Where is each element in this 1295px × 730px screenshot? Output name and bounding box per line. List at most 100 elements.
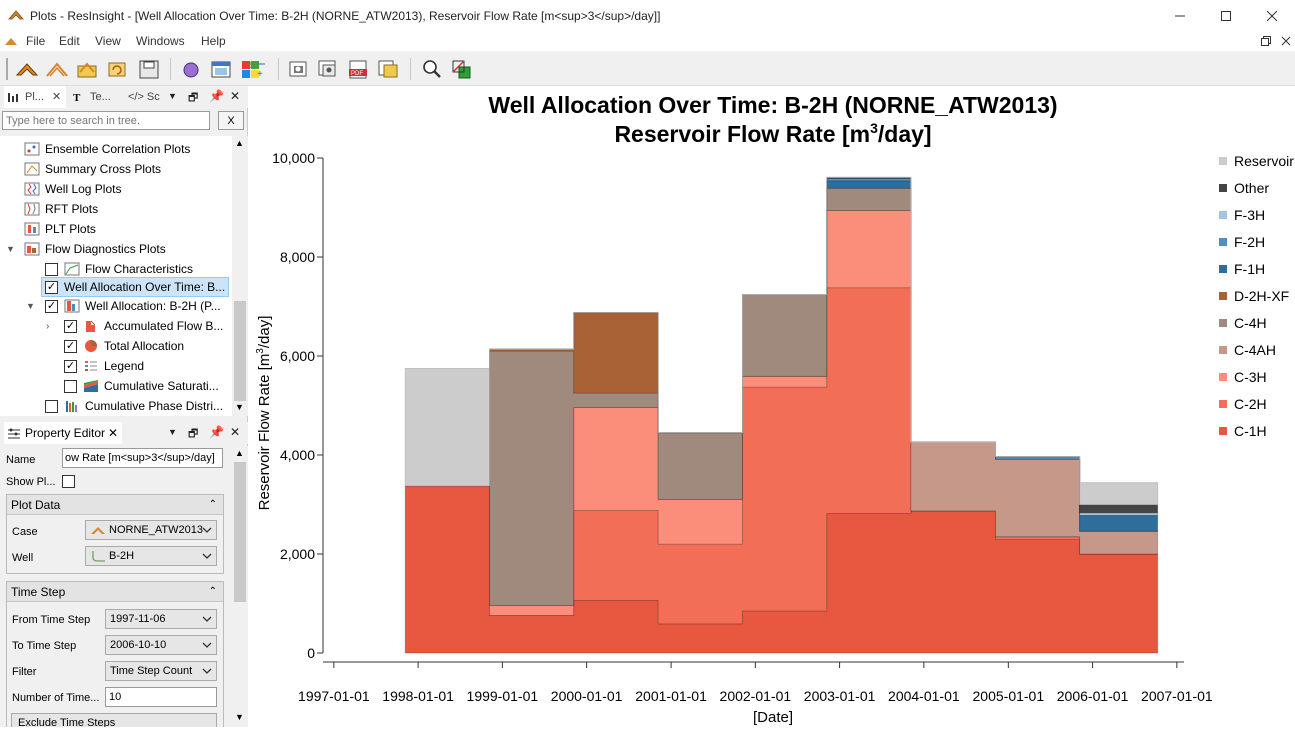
- well-allocation-over-time-checkbox[interactable]: ✓: [45, 280, 58, 294]
- dock-menu-icon[interactable]: ▼: [168, 91, 177, 101]
- tree-item-summary-cross-plots[interactable]: Summary Cross Plots: [24, 159, 161, 179]
- close-tab-icon[interactable]: ✕: [52, 91, 62, 103]
- expand-chevron-down-icon[interactable]: ▼: [6, 244, 15, 254]
- filter-select[interactable]: Time Step Count: [105, 661, 217, 681]
- tab-script-tree[interactable]: </> Sc: [128, 91, 160, 103]
- close-icon: [1267, 11, 1277, 21]
- mdi-restore-icon[interactable]: [1261, 36, 1271, 46]
- tree-item-flow-diagnostics-plots[interactable]: ▼ Flow Diagnostics Plots: [6, 242, 166, 256]
- expand-chevron-down-icon[interactable]: ▼: [26, 301, 35, 311]
- 3d-view-button[interactable]: [178, 56, 204, 82]
- scroll-up-icon[interactable]: ▲: [235, 448, 244, 458]
- number-of-time-steps-input[interactable]: [105, 687, 217, 707]
- mdi-close-icon[interactable]: [1281, 36, 1291, 46]
- time-step-group-header[interactable]: Time Step ⌃: [7, 582, 223, 602]
- export-pdf-button[interactable]: PDF: [345, 56, 371, 82]
- tree-item-legend[interactable]: ✓ Legend: [64, 359, 145, 373]
- scroll-down-icon[interactable]: ▼: [235, 712, 244, 722]
- project-tree-dock-header: Pl... ✕ T Te... </> Sc ▼ 🗗 📌 ✕: [0, 86, 248, 108]
- show-plot-checkbox[interactable]: [62, 475, 75, 488]
- zoom-all-button[interactable]: [419, 56, 445, 82]
- cumulative-phase-checkbox[interactable]: [45, 399, 58, 413]
- expand-chevron-right-icon[interactable]: ›: [46, 320, 50, 332]
- tree-scroll-thumb[interactable]: [234, 301, 246, 401]
- grid-toggle-button[interactable]: [449, 56, 475, 82]
- dock-menu-icon[interactable]: ▼: [168, 427, 177, 437]
- snapshot-all-button[interactable]: [315, 56, 341, 82]
- menu-file[interactable]: File: [26, 34, 46, 48]
- y-tick-label: 2,000: [280, 546, 315, 562]
- legend-swatch: [1219, 211, 1227, 219]
- tree-item-well-log-plots[interactable]: Well Log Plots: [24, 179, 121, 199]
- menu-edit[interactable]: Edit: [59, 34, 80, 48]
- tab-plot-project-tree[interactable]: Pl... ✕: [4, 86, 66, 108]
- tree-item-flow-characteristics[interactable]: Flow Characteristics: [45, 259, 193, 279]
- case-select[interactable]: NORNE_ATW2013: [85, 520, 217, 540]
- dock-float-icon[interactable]: 🗗: [188, 92, 199, 104]
- dock-close-icon[interactable]: ✕: [230, 89, 241, 103]
- collapse-chevron-icon[interactable]: ⌃: [208, 586, 217, 597]
- tree-item-total-allocation[interactable]: ✓ Total Allocation: [64, 339, 185, 353]
- calculator-button[interactable]: % +: [244, 56, 270, 82]
- from-time-step-select[interactable]: 1997-11-06: [105, 609, 217, 629]
- snapshot-button[interactable]: [285, 56, 311, 82]
- flow-characteristics-checkbox[interactable]: [45, 262, 58, 276]
- legend-checkbox[interactable]: ✓: [64, 359, 77, 373]
- close-window-button[interactable]: [1249, 0, 1295, 32]
- tree-item-ensemble-correlation-plots[interactable]: Ensemble Correlation Plots: [24, 139, 190, 159]
- close-tab-icon[interactable]: ✕: [108, 426, 119, 440]
- total-allocation-checkbox[interactable]: ✓: [64, 339, 77, 353]
- tree-item-accumulated-flow[interactable]: › ✓ Accumulated Flow B...: [46, 319, 224, 333]
- chart-axes: 0 2,000 4,000 6,000 8,000 10,000 1997-01-01 199…: [272, 150, 1213, 704]
- property-scroll-thumb[interactable]: [234, 462, 246, 602]
- tree-item-cumulative-saturation[interactable]: Cumulative Saturati...: [64, 376, 219, 396]
- tree-item-well-allocation[interactable]: ▼ ✓ Well Allocation: B-2H (P...: [26, 299, 221, 313]
- plot-name-input[interactable]: [62, 448, 223, 468]
- plot-data-group-header[interactable]: Plot Data ⌃: [7, 495, 223, 515]
- maximize-button[interactable]: [1203, 0, 1249, 32]
- to-time-step-select[interactable]: 2006-10-10: [105, 635, 217, 655]
- cumulative-saturation-checkbox[interactable]: [64, 379, 77, 393]
- well-allocation-chart[interactable]: Well Allocation Over Time: B-2H (NORNE_A…: [249, 86, 1295, 727]
- save-button[interactable]: [136, 56, 162, 82]
- scroll-down-icon[interactable]: ▼: [235, 402, 244, 412]
- collapse-chevron-icon[interactable]: ⌃: [208, 499, 217, 510]
- tree-item-rft-plots[interactable]: RFT Plots: [24, 199, 98, 219]
- menu-help[interactable]: Help: [201, 34, 226, 48]
- window-layout-button[interactable]: [208, 56, 234, 82]
- open-project-button[interactable]: [74, 56, 100, 82]
- legend-swatch: [1219, 184, 1227, 192]
- tree-item-well-allocation-over-time[interactable]: ✓ Well Allocation Over Time: B...: [41, 277, 229, 297]
- tree-search-clear-button[interactable]: X: [218, 111, 244, 130]
- well-allocation-checkbox[interactable]: ✓: [45, 299, 58, 313]
- minimize-button[interactable]: [1157, 0, 1203, 32]
- dock-pin-icon[interactable]: 📌: [209, 89, 224, 103]
- tab-property-editor[interactable]: Property Editor ✕: [4, 422, 122, 444]
- property-editor-scrollbar[interactable]: ▲ ▼: [232, 446, 248, 727]
- accumulated-flow-checkbox[interactable]: ✓: [64, 319, 77, 333]
- scroll-up-icon[interactable]: ▲: [235, 138, 244, 148]
- legend-label: C-3H: [1234, 369, 1267, 385]
- time-step-group: Time Step ⌃ From Time Step 1997-11-06 To…: [6, 581, 224, 727]
- reload-button[interactable]: [104, 56, 130, 82]
- tab-template-tree[interactable]: T Te...: [73, 91, 111, 103]
- tree-item-plt-plots[interactable]: PLT Plots: [24, 219, 96, 239]
- exclude-time-steps-field[interactable]: Exclude Time Steps: [11, 713, 217, 727]
- legend-label: Reservoir: [1234, 153, 1294, 169]
- dock-pin-icon[interactable]: 📌: [209, 425, 224, 439]
- tree-scrollbar[interactable]: ▲ ▼: [232, 136, 248, 416]
- copy-image-button[interactable]: [375, 56, 401, 82]
- tree-item-cumulative-phase-distribution[interactable]: Cumulative Phase Distri...: [45, 396, 223, 416]
- legend-label: C-2H: [1234, 396, 1267, 412]
- snapshot-all-icon: [318, 60, 336, 77]
- create-summary-plot-button[interactable]: [14, 56, 40, 82]
- create-ensemble-plot-button[interactable]: [44, 56, 70, 82]
- well-select[interactable]: B-2H: [85, 546, 217, 566]
- menu-view[interactable]: View: [95, 34, 121, 48]
- plot-editor-button[interactable]: [238, 56, 264, 82]
- dock-close-icon[interactable]: ✕: [230, 425, 241, 439]
- chart-title-line1: Well Allocation Over Time: B-2H (NORNE_A…: [488, 92, 1057, 118]
- dock-float-icon[interactable]: 🗗: [188, 428, 199, 440]
- menu-windows[interactable]: Windows: [136, 34, 185, 48]
- tree-search-input[interactable]: [2, 111, 210, 130]
